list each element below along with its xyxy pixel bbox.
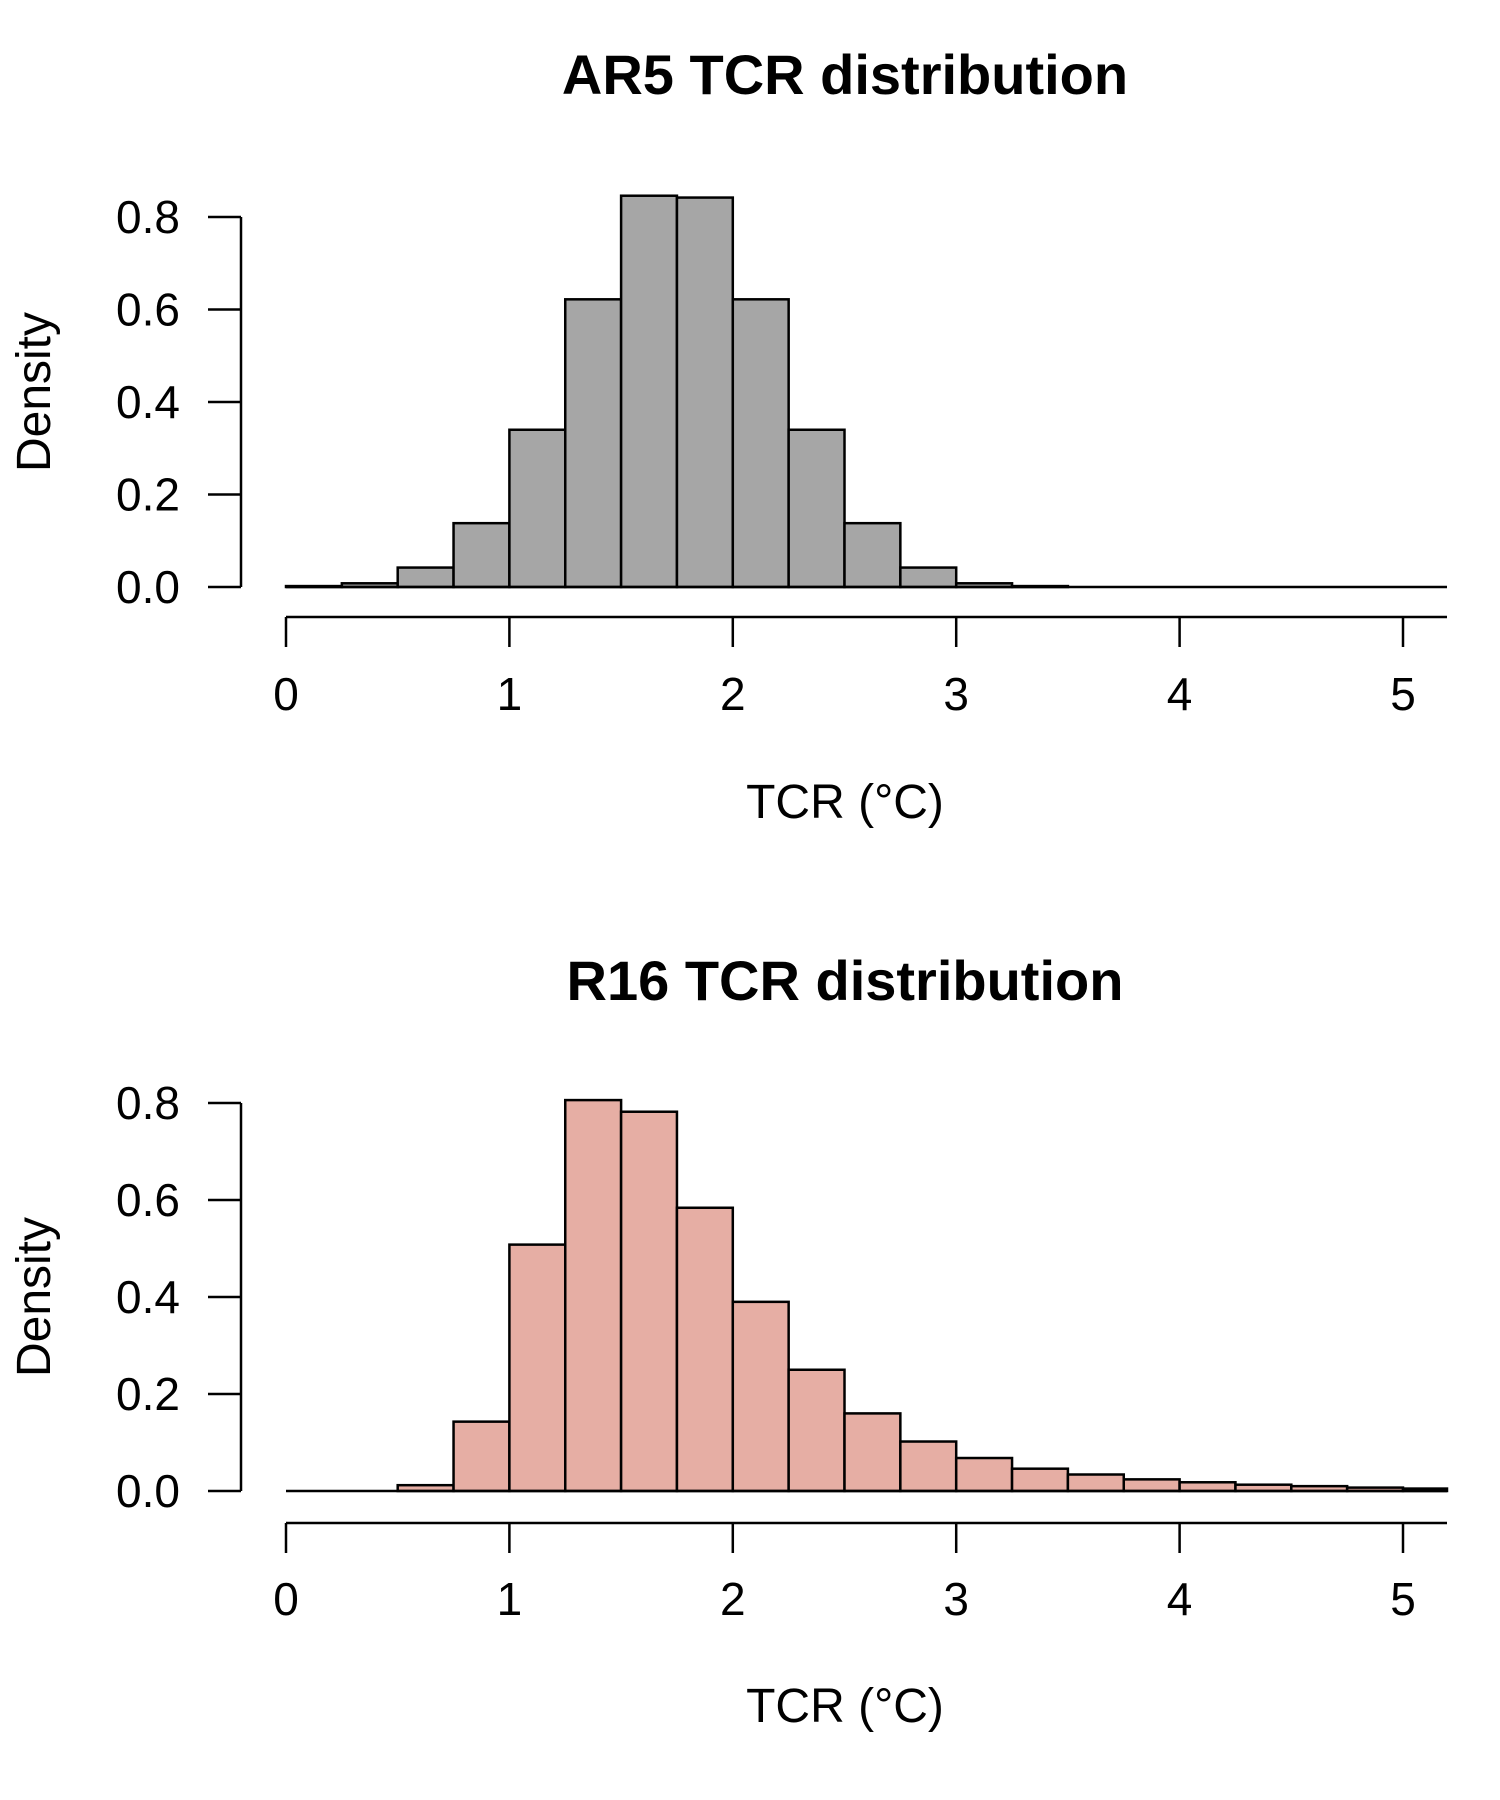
chart1-y-tick-label-3: 0.6	[116, 1174, 180, 1226]
chart0-y-tick-label-2: 0.4	[116, 376, 180, 428]
chart0-y-tick-label-3: 0.6	[116, 284, 180, 336]
chart1-y-tick-label-4: 0.8	[116, 1077, 180, 1129]
chart1-bar-10	[843, 1412, 902, 1493]
chart1-bar-11	[899, 1440, 958, 1493]
chart1-y-axis-label: Density	[8, 1217, 61, 1377]
chart1-bar-16	[1178, 1481, 1237, 1493]
chart1-bar-7	[675, 1206, 735, 1493]
chart0-bar-4	[508, 428, 567, 589]
chart0-x-tick-label-0: 0	[273, 668, 299, 720]
chart1-bar-12	[954, 1456, 1014, 1493]
chart0-x-tick-label-2: 2	[720, 668, 746, 720]
chart0-x-tick-label-4: 4	[1167, 668, 1193, 720]
chart0-bar-2	[396, 566, 455, 589]
chart0-bar-6	[619, 194, 679, 589]
chart1-y-tick-label-1: 0.2	[116, 1368, 180, 1420]
chart1-y-tick-label-0: 0.0	[116, 1465, 180, 1517]
chart0-x-tick-label-1: 1	[497, 668, 523, 720]
chart1-x-tick-label-1: 1	[497, 1573, 523, 1625]
chart1-bar-4	[508, 1243, 567, 1493]
chart0-x-axis-label: TCR (°C)	[746, 776, 944, 829]
chart1-bar-5	[564, 1098, 623, 1493]
chart1-bar-15	[1122, 1478, 1181, 1493]
chart0-bar-3	[452, 521, 511, 589]
chart1-x-tick-label-3: 3	[943, 1573, 969, 1625]
chart1-x-tick-label-5: 5	[1390, 1573, 1416, 1625]
chart1-x-tick-label-0: 0	[273, 1573, 299, 1625]
chart0-bar-10	[843, 521, 902, 589]
chart1-bar-14	[1066, 1473, 1126, 1493]
chart1-title: R16 TCR distribution	[567, 949, 1124, 1012]
chart1-bar-8	[731, 1300, 790, 1493]
chart0-title: AR5 TCR distribution	[562, 43, 1128, 106]
chart-ar5-tcr: AR5 TCR distribution 0.0 0.2 0.4 0.6 0.8 0 1 2 3 4…	[8, 43, 1447, 829]
chart0-x-tick-label-5: 5	[1390, 668, 1416, 720]
chart-r16-tcr: R16 TCR distribution 0.0 0.2 0.4 0.6 0.8 0 1 2 3 4…	[8, 949, 1449, 1733]
chart0-bar-5	[564, 298, 623, 589]
chart0-x-tick-label-3: 3	[943, 668, 969, 720]
chart0-bar-8	[731, 298, 790, 589]
chart0-bar-9	[787, 428, 846, 589]
chart1-y-tick-label-2: 0.4	[116, 1271, 180, 1323]
chart0-y-tick-label-0: 0.0	[116, 561, 180, 613]
chart0-y-axis-label: Density	[8, 312, 61, 472]
chart0-bar-7	[675, 196, 735, 589]
chart0-y-tick-label-4: 0.8	[116, 191, 180, 243]
chart1-bar-3	[452, 1420, 511, 1493]
chart1-x-axis-label: TCR (°C)	[746, 1680, 944, 1733]
chart1-x-tick-label-4: 4	[1167, 1573, 1193, 1625]
chart1-bar-9	[787, 1368, 846, 1493]
chart1-x-tick-label-2: 2	[720, 1573, 746, 1625]
chart1-bar-6	[619, 1110, 679, 1493]
chart0-bar-11	[899, 566, 958, 589]
chart1-bar-13	[1010, 1467, 1070, 1493]
chart0-y-tick-label-1: 0.2	[116, 469, 180, 521]
